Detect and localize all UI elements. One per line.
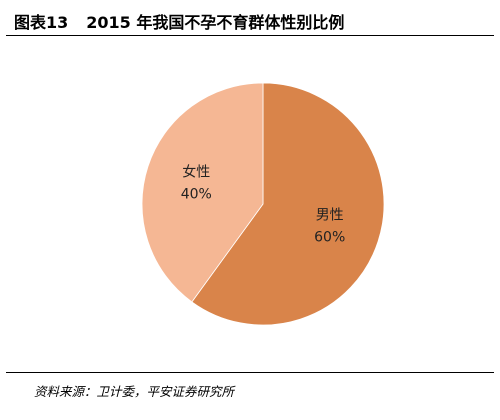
figure-header: 图表13 2015 年我国不孕不育群体性别比例: [6, 6, 494, 36]
source-note: 资料来源：卫计委，平安证券研究所: [34, 384, 235, 399]
slice-label-value: 60%: [314, 230, 345, 246]
figure-title: 图表13 2015 年我国不孕不育群体性别比例: [14, 9, 344, 33]
pie-chart-svg: 男性 60% 女性 40%: [141, 82, 385, 326]
pie-slice-male: [191, 82, 385, 326]
figure-footer: 资料来源：卫计委，平安证券研究所: [6, 372, 494, 412]
pie-chart: 男性 60% 女性 40%: [0, 40, 500, 360]
figure-title-text: 2015 年我国不孕不育群体性别比例: [86, 13, 345, 32]
slice-label-value: 40%: [181, 186, 212, 202]
pie-slice-female: [141, 82, 264, 303]
figure-label: 图表13: [14, 13, 69, 32]
slice-label-name: 女性: [182, 163, 210, 180]
slice-label-name: 男性: [316, 208, 344, 224]
